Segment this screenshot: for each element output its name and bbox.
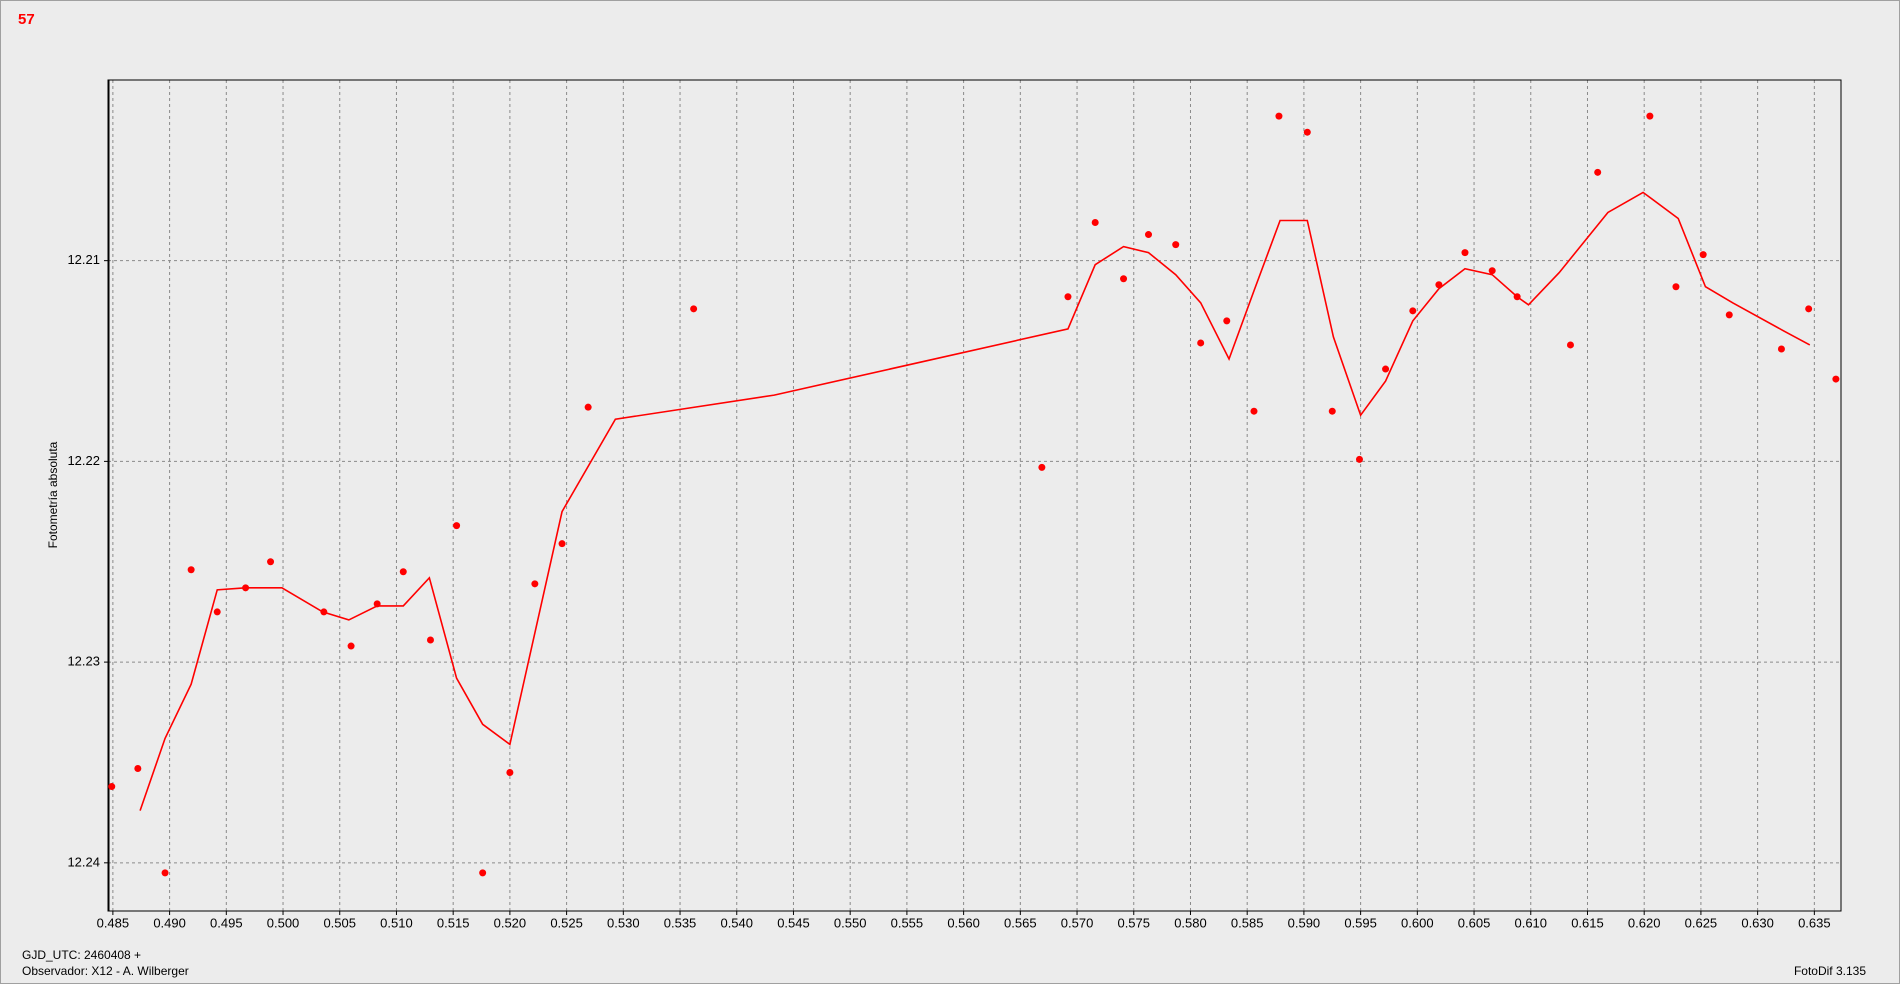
x-tick-label: 0.540 xyxy=(720,915,753,930)
data-point xyxy=(1197,339,1205,347)
x-tick-label: 0.590 xyxy=(1288,915,1321,930)
data-point xyxy=(399,568,407,576)
data-point xyxy=(1275,112,1283,120)
x-tick-label: 0.510 xyxy=(380,915,413,930)
x-tick-label: 0.580 xyxy=(1174,915,1207,930)
data-point xyxy=(1250,407,1258,415)
data-point xyxy=(1672,283,1680,291)
data-point xyxy=(1461,249,1469,257)
x-tick-label: 0.610 xyxy=(1514,915,1547,930)
x-tick-label: 0.515 xyxy=(437,915,470,930)
data-point xyxy=(1382,365,1390,373)
chart-title: 57 xyxy=(18,11,35,28)
trend-line xyxy=(139,191,1811,811)
data-point xyxy=(187,566,195,574)
data-point xyxy=(1091,219,1099,227)
y-tick-label: 12.21 xyxy=(67,252,100,267)
x-tick-label: 0.555 xyxy=(891,915,924,930)
data-point xyxy=(161,869,169,877)
data-point xyxy=(1777,345,1785,353)
data-point xyxy=(584,403,592,411)
x-tick-label: 0.530 xyxy=(607,915,640,930)
footer-version: FotoDif 3.135 xyxy=(1794,964,1866,978)
x-tick-label: 0.605 xyxy=(1458,915,1491,930)
x-tick-label: 0.625 xyxy=(1685,915,1718,930)
x-tick-label: 0.500 xyxy=(267,915,300,930)
data-point xyxy=(134,764,142,772)
x-tick-label: 0.505 xyxy=(323,915,356,930)
data-point xyxy=(479,869,487,877)
x-tick-label: 0.595 xyxy=(1344,915,1377,930)
plot-area xyxy=(108,80,1841,911)
data-point xyxy=(558,540,566,548)
x-tick-label: 0.560 xyxy=(947,915,980,930)
data-point xyxy=(1832,375,1840,383)
data-point xyxy=(267,558,275,566)
data-point xyxy=(1328,407,1336,415)
data-point xyxy=(1725,311,1733,319)
x-tick-label: 0.635 xyxy=(1798,915,1831,930)
x-tick-label: 0.585 xyxy=(1231,915,1264,930)
data-point xyxy=(347,642,355,650)
x-tick-label: 0.615 xyxy=(1571,915,1604,930)
footer-observer: Observador: X12 - A. Wilberger xyxy=(22,964,189,978)
x-tick-label: 0.525 xyxy=(550,915,583,930)
data-point xyxy=(1409,307,1417,315)
data-point xyxy=(426,636,434,644)
data-point xyxy=(1566,341,1574,349)
data-point xyxy=(1038,463,1046,471)
data-point xyxy=(506,769,514,776)
y-tick-label: 12.24 xyxy=(67,854,100,869)
data-point xyxy=(1646,112,1654,120)
y-axis-label: Fotometría absoluta xyxy=(46,441,60,548)
data-point xyxy=(453,522,461,530)
data-point xyxy=(1172,241,1180,249)
data-point xyxy=(1145,231,1153,239)
data-point xyxy=(1699,251,1707,259)
data-point xyxy=(1488,267,1496,275)
x-tick-label: 0.485 xyxy=(97,915,130,930)
data-point xyxy=(1223,317,1231,325)
data-point xyxy=(1120,275,1128,283)
data-point xyxy=(108,783,116,791)
data-point xyxy=(1805,305,1813,313)
x-tick-label: 0.570 xyxy=(1061,915,1094,930)
footer-gjd: GJD_UTC: 2460408 + xyxy=(22,948,141,962)
data-point xyxy=(531,580,539,588)
data-point xyxy=(1064,293,1072,301)
data-point xyxy=(213,608,221,616)
data-point xyxy=(1594,168,1602,176)
x-tick-label: 0.620 xyxy=(1628,915,1661,930)
x-tick-label: 0.520 xyxy=(494,915,527,930)
data-point xyxy=(1303,128,1311,136)
x-tick-label: 0.630 xyxy=(1741,915,1774,930)
x-tick-label: 0.575 xyxy=(1117,915,1150,930)
x-tick-label: 0.495 xyxy=(210,915,243,930)
x-tick-label: 0.490 xyxy=(153,915,186,930)
y-tick-label: 12.22 xyxy=(67,453,100,468)
data-point xyxy=(1355,455,1363,463)
x-tick-label: 0.565 xyxy=(1004,915,1037,930)
x-tick-label: 0.545 xyxy=(777,915,810,930)
x-tick-label: 0.550 xyxy=(834,915,867,930)
x-tick-label: 0.535 xyxy=(664,915,697,930)
y-tick-label: 12.23 xyxy=(67,654,100,669)
x-tick-label: 0.600 xyxy=(1401,915,1434,930)
data-point xyxy=(690,305,698,313)
